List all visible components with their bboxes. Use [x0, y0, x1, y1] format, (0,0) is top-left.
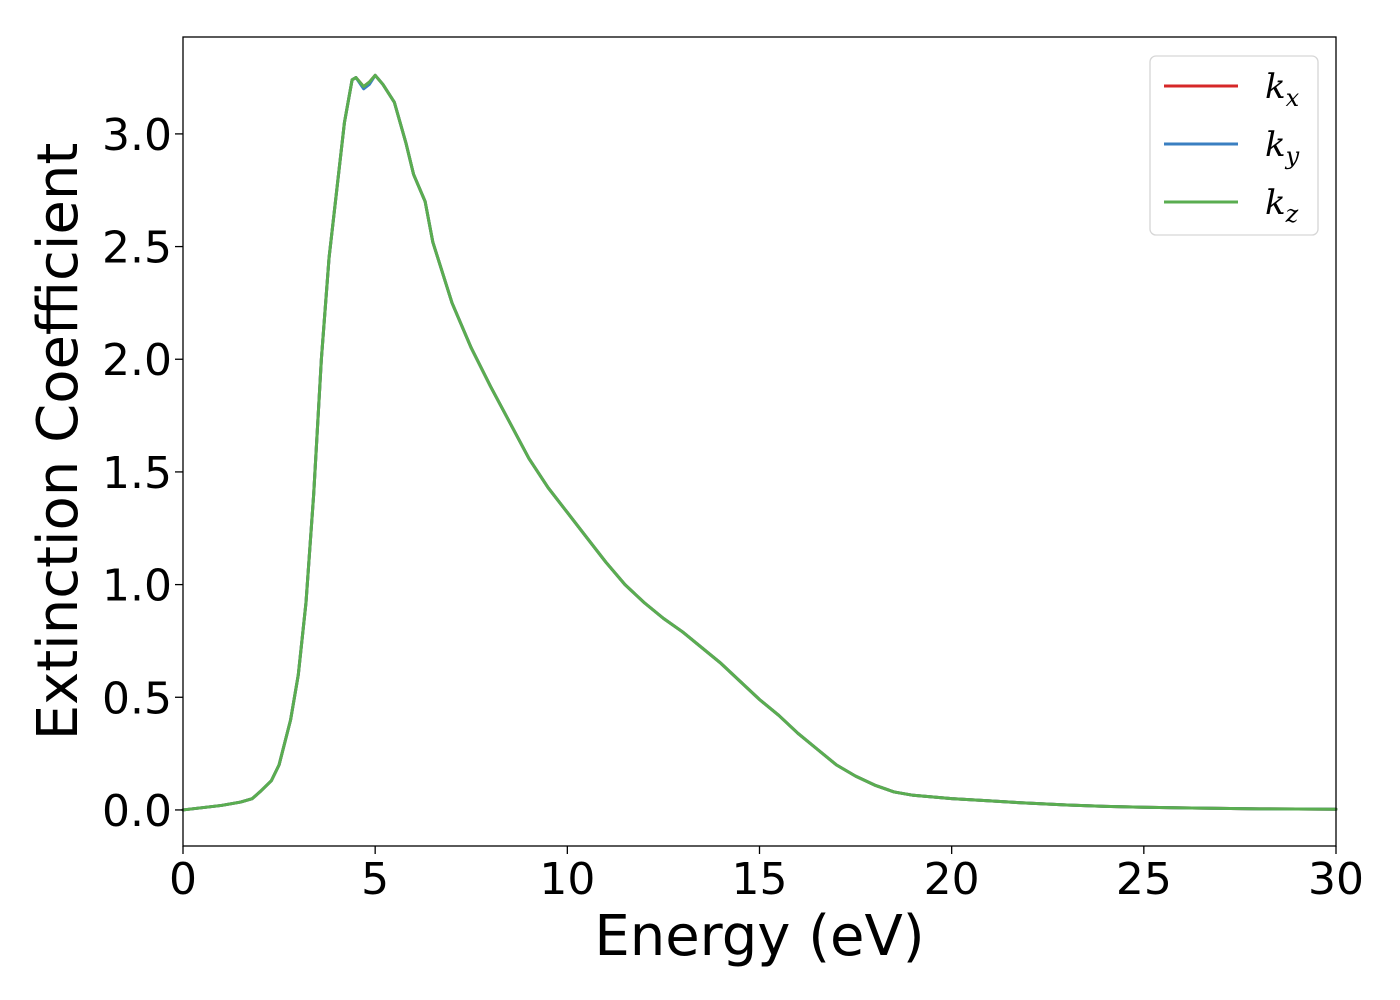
legend-label-subscript: z: [1285, 200, 1299, 228]
y-tick-label: 2.5: [102, 223, 172, 274]
x-tick-label: 5: [361, 854, 389, 905]
legend-label-main: k: [1265, 67, 1286, 107]
y-tick-label: 0.0: [102, 786, 172, 837]
legend-label-x: kx: [1265, 67, 1300, 112]
y-tick-label: 2.0: [102, 335, 172, 386]
y-axis-title: Extinction Coefficient: [26, 143, 91, 741]
x-tick-label: 20: [924, 854, 980, 905]
y-tick-label: 1.5: [102, 448, 172, 499]
legend-label-subscript: x: [1286, 84, 1300, 112]
y-tick-label: 1.0: [102, 561, 172, 612]
x-tick-label: 30: [1308, 854, 1364, 905]
legend-label-y: ky: [1265, 125, 1300, 170]
x-tick-label: 25: [1116, 854, 1172, 905]
y-axis-ticks: 0.0 0.5 1.0 1.5 2.0 2.5 3.0: [102, 110, 183, 837]
series-layer: [181, 73, 1338, 812]
legend-label-main: k: [1265, 183, 1286, 223]
x-tick-label: 0: [169, 854, 197, 905]
plot-background: [183, 37, 1336, 846]
legend-label-z: kz: [1265, 183, 1299, 228]
x-axis-ticks: 0 5 10 15 20 25 30: [169, 846, 1364, 905]
y-tick-label: 0.5: [102, 673, 172, 724]
legend-label-main: k: [1265, 125, 1286, 165]
x-axis-title: Energy (eV): [594, 904, 924, 969]
x-tick-label: 15: [732, 854, 788, 905]
legend-label-subscript: y: [1285, 142, 1300, 170]
x-tick-label: 10: [539, 854, 595, 905]
series-line-z: [181, 73, 1338, 812]
y-tick-label: 3.0: [102, 110, 172, 161]
